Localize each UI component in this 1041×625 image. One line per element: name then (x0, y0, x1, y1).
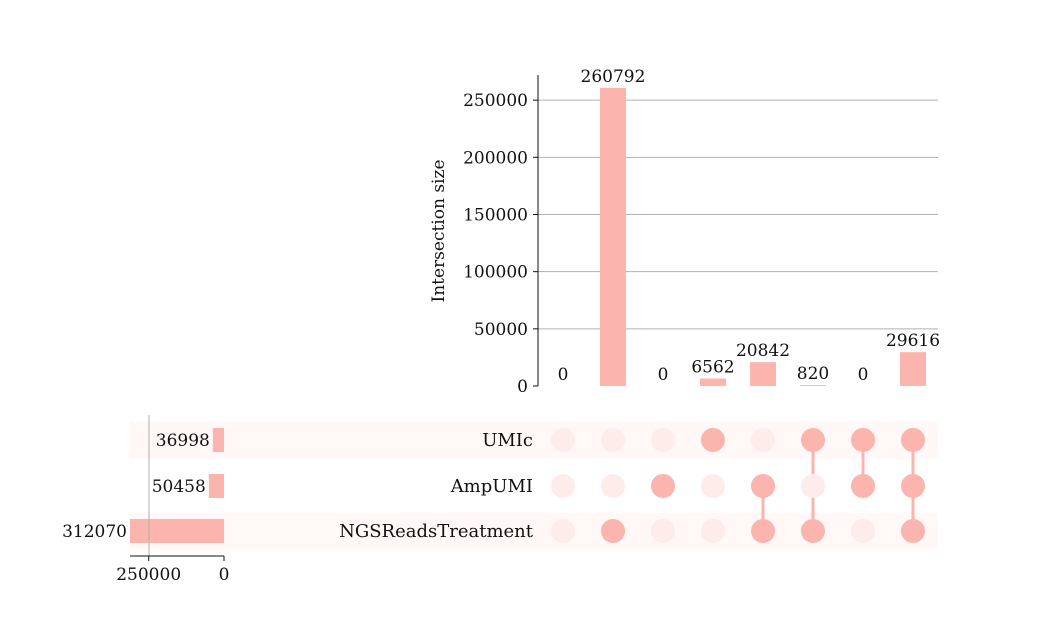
matrix-dot-active (751, 519, 775, 543)
intersection-bar-label: 820 (797, 364, 829, 384)
intersection-bar-label: 0 (558, 365, 569, 385)
intersection-bars (600, 87, 926, 386)
intersection-bar-label: 20842 (736, 341, 790, 361)
y-gridlines (538, 99, 938, 330)
y-tick-label: 100000 (463, 263, 528, 283)
y-tick-label: 250000 (463, 91, 528, 111)
intersection-bar (900, 352, 926, 386)
y-tick-label: 0 (517, 377, 528, 397)
y-tick-label: 150000 (463, 205, 528, 225)
set-size-bar (130, 519, 224, 543)
intersection-bar-label: 260792 (581, 67, 646, 87)
matrix-dot-inactive (601, 428, 625, 452)
matrix-dot-inactive (751, 428, 775, 452)
matrix-dot-inactive (701, 474, 725, 498)
set-size-axis: 250000 0 (116, 415, 229, 585)
y-tick-label: 50000 (474, 320, 528, 340)
matrix-dot-inactive (601, 474, 625, 498)
matrix-dot-active (801, 519, 825, 543)
matrix-dot-active (751, 474, 775, 498)
matrix-dot-inactive (651, 428, 675, 452)
matrix-dot-inactive (701, 519, 725, 543)
matrix-dot-inactive (651, 519, 675, 543)
matrix-dot-active (701, 428, 725, 452)
intersection-bar-label: 29616 (886, 331, 940, 351)
y-axis: 0 50000 100000 150000 200000 250000 (463, 75, 539, 397)
set-size-tick-label: 250000 (116, 565, 181, 585)
intersection-bar-label: 6562 (691, 357, 734, 377)
intersection-bar-label: 0 (658, 365, 669, 385)
intersection-bar (800, 385, 826, 386)
matrix-dot-inactive (801, 474, 825, 498)
set-labels: UMIc AmpUMI NGSReadsTreatment (339, 430, 534, 542)
intersection-bar-label: 0 (858, 365, 869, 385)
matrix-dot-active (901, 428, 925, 452)
matrix-dot-inactive (551, 519, 575, 543)
matrix-dot-active (901, 519, 925, 543)
set-label: UMIc (482, 430, 533, 451)
set-size-bar (208, 474, 224, 498)
matrix-dot-inactive (551, 474, 575, 498)
set-size-tick-label: 0 (219, 565, 230, 585)
intersection-bar (600, 87, 626, 386)
intersection-bar (700, 378, 726, 386)
set-size-label: 36998 (156, 431, 210, 451)
matrix-dot-active (651, 474, 675, 498)
matrix-dot-active (851, 428, 875, 452)
intersection-bar (750, 362, 776, 386)
matrix-dot-active (851, 474, 875, 498)
matrix-dot-inactive (551, 428, 575, 452)
membership-matrix (551, 428, 925, 543)
set-label: AmpUMI (450, 476, 533, 497)
matrix-dot-active (801, 428, 825, 452)
set-size-label: 312070 (62, 522, 127, 542)
set-size-bars: 36998 50458 312070 (62, 428, 224, 543)
matrix-dot-active (601, 519, 625, 543)
y-tick-label: 200000 (463, 148, 528, 168)
set-size-label: 50458 (152, 477, 206, 497)
set-label: NGSReadsTreatment (339, 521, 534, 542)
matrix-dot-active (901, 474, 925, 498)
matrix-dot-inactive (851, 519, 875, 543)
set-size-bar (212, 428, 224, 452)
y-axis-title: Intersection size (429, 159, 449, 302)
